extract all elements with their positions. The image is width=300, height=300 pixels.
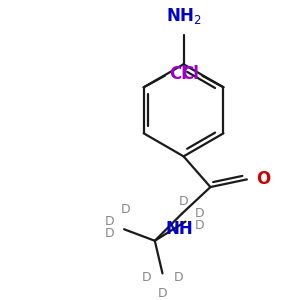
- Text: NH$_2$: NH$_2$: [166, 6, 201, 26]
- Text: D: D: [141, 271, 151, 284]
- Text: D: D: [179, 195, 188, 208]
- Text: D: D: [195, 207, 205, 220]
- Text: O: O: [256, 170, 271, 188]
- Text: Cl: Cl: [169, 65, 187, 83]
- Text: D: D: [174, 271, 184, 284]
- Text: Cl: Cl: [181, 65, 199, 83]
- Text: D: D: [158, 287, 167, 300]
- Text: D: D: [105, 215, 115, 228]
- Text: D: D: [195, 219, 205, 232]
- Text: NH: NH: [166, 220, 194, 238]
- Text: D: D: [121, 203, 131, 216]
- Text: D: D: [105, 226, 115, 240]
